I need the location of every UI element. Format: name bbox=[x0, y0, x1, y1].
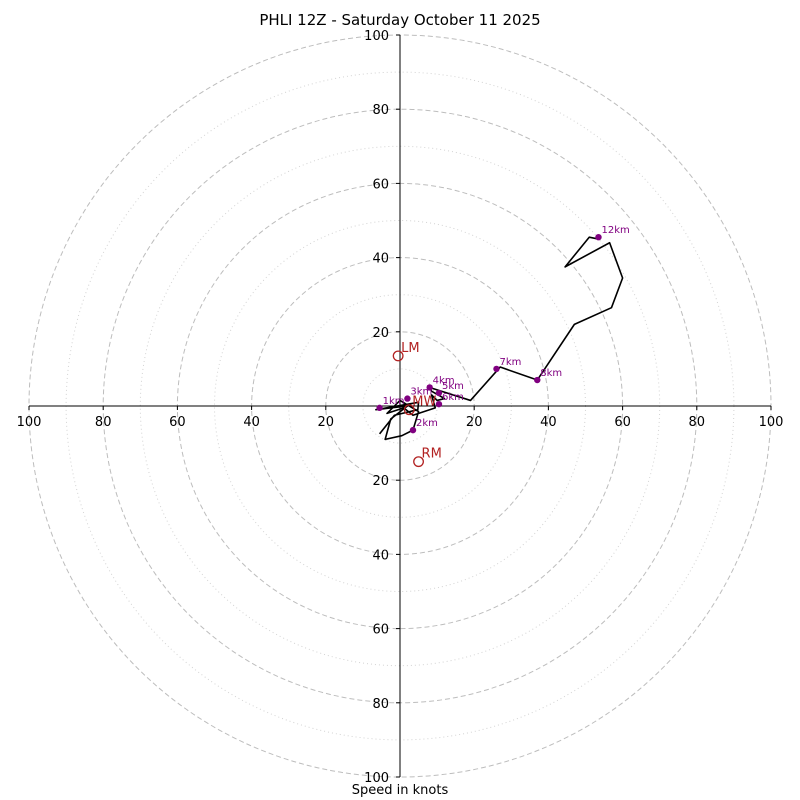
height-marker-1km bbox=[376, 404, 383, 412]
y-tick-label: 100 bbox=[364, 29, 389, 44]
y-tick-label: 40 bbox=[372, 548, 389, 563]
motion-label-RM: RM bbox=[422, 447, 442, 462]
x-tick-label: 80 bbox=[95, 415, 112, 430]
y-tick-label: 20 bbox=[372, 326, 389, 341]
motion-marker-LM bbox=[392, 350, 404, 362]
x-tick-label: 40 bbox=[243, 415, 260, 430]
y-tick-label: 80 bbox=[372, 103, 389, 118]
y-tick-label: 40 bbox=[372, 252, 389, 267]
height-marker-6km bbox=[435, 400, 443, 408]
height-label-8km: 8km bbox=[540, 368, 562, 379]
y-tick-label: 80 bbox=[372, 697, 389, 712]
x-axis-label: Speed in knots bbox=[351, 783, 449, 798]
height-label-7km: 7km bbox=[499, 357, 521, 368]
motion-marker-RM bbox=[413, 456, 425, 468]
height-marker-2km bbox=[409, 426, 417, 434]
y-tick-label: 100 bbox=[364, 771, 389, 786]
motion-marker-MW bbox=[403, 404, 415, 416]
height-label-3km: 3km bbox=[410, 387, 432, 398]
height-label-4km: 4km bbox=[433, 375, 455, 386]
x-tick-label: 60 bbox=[169, 415, 186, 430]
motion-label-LM: LM bbox=[401, 341, 419, 356]
height-marker-5km bbox=[435, 389, 443, 397]
x-tick-label: 20 bbox=[318, 415, 335, 430]
height-label-12km: 12km bbox=[601, 225, 629, 236]
height-label-5km: 5km bbox=[442, 381, 464, 392]
height-marker-7km bbox=[493, 365, 500, 373]
height-marker-4km bbox=[426, 384, 433, 391]
height-marker-12km bbox=[595, 233, 602, 241]
height-label-6km: 6km bbox=[442, 392, 464, 403]
x-tick-label: 40 bbox=[540, 415, 557, 430]
x-tick-label: 20 bbox=[466, 415, 483, 430]
tick-labels: 100 80 60 40 20 20 40 60 80 100 100 80 60 40 20 20 40 60 8… bbox=[17, 29, 784, 786]
y-tick-label: 60 bbox=[372, 177, 389, 192]
y-tick-label: 60 bbox=[372, 623, 389, 638]
storm-motion-markers: LM RM MW bbox=[392, 341, 442, 468]
x-tick-label: 100 bbox=[17, 415, 42, 430]
height-label-2km: 2km bbox=[416, 418, 438, 429]
height-label-1km: 1km bbox=[383, 396, 405, 407]
motion-label-MW: MW bbox=[412, 395, 436, 410]
height-marker-3km bbox=[404, 395, 411, 402]
x-tick-label: 60 bbox=[614, 415, 631, 430]
hodograph-line bbox=[375, 236, 624, 441]
x-tick-label: 80 bbox=[689, 415, 706, 430]
chart-title: PHLI 12Z - Saturday October 11 2025 bbox=[259, 11, 541, 29]
y-tick-label: 20 bbox=[372, 474, 389, 489]
hodograph-trace bbox=[375, 236, 624, 441]
height-marker-8km bbox=[534, 376, 541, 384]
x-tick-label: 100 bbox=[759, 415, 784, 430]
